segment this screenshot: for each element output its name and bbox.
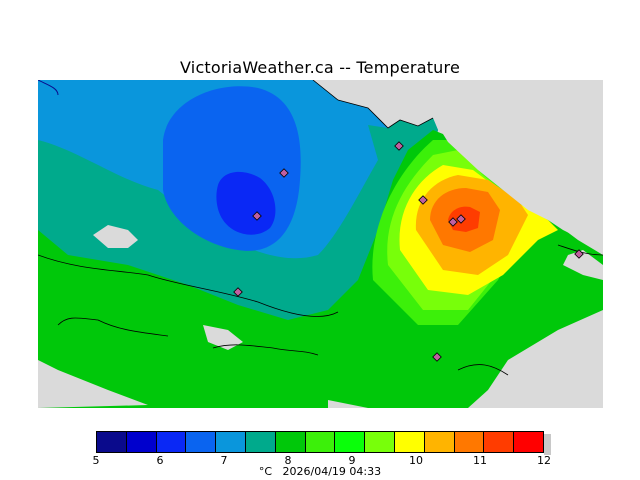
legend-tick-label: 5	[92, 454, 100, 467]
legend-tick-label: 10	[409, 454, 423, 467]
timestamp: 2026/04/19 04:33	[282, 465, 382, 478]
legend-color-cell	[335, 432, 366, 452]
station-marker	[574, 249, 584, 259]
legend-tick-label: 8	[284, 454, 292, 467]
legend-tick-label: 11	[473, 454, 487, 467]
legend-color-cell	[514, 432, 543, 452]
legend-tick-label: 9	[348, 454, 356, 467]
land-masks	[38, 80, 603, 408]
legend-color-cell	[275, 432, 306, 452]
station-marker	[418, 195, 428, 205]
legend-color-cell	[245, 432, 276, 452]
station-markers	[233, 141, 584, 362]
legend-color-cell	[365, 432, 395, 452]
legend-color-cell	[484, 432, 515, 452]
legend-color-cell	[216, 432, 246, 452]
legend-color-cell	[156, 432, 187, 452]
contour-layers	[38, 80, 603, 408]
legend-tick-label: 7	[220, 454, 228, 467]
temperature-map	[38, 80, 603, 408]
legend-color-cell	[305, 432, 336, 452]
legend-tick-label: 12	[537, 454, 551, 467]
unit-label: °C	[258, 465, 273, 478]
station-marker	[252, 211, 262, 221]
footer-caption: °C 2026/04/19 04:33	[0, 465, 640, 478]
legend-tick-label: 6	[156, 454, 164, 467]
legend-color-cell	[186, 432, 217, 452]
station-marker	[233, 287, 243, 297]
legend-shadow	[544, 434, 551, 455]
legend-tick-labels: 5 6 7 8 9 10 11 12	[92, 454, 552, 468]
temperature-legend-bar	[96, 431, 544, 453]
station-marker	[448, 217, 458, 227]
station-marker	[279, 168, 289, 178]
station-marker	[432, 352, 442, 362]
legend-color-cell	[394, 432, 425, 452]
station-marker	[456, 214, 466, 224]
coastlines	[38, 80, 603, 376]
legend-color-cell	[126, 432, 157, 452]
station-marker	[394, 141, 404, 151]
legend-color-cell	[97, 432, 127, 452]
legend-color-cell	[454, 432, 485, 452]
legend-color-cell	[424, 432, 455, 452]
map-title: VictoriaWeather.ca -- Temperature	[180, 58, 460, 77]
